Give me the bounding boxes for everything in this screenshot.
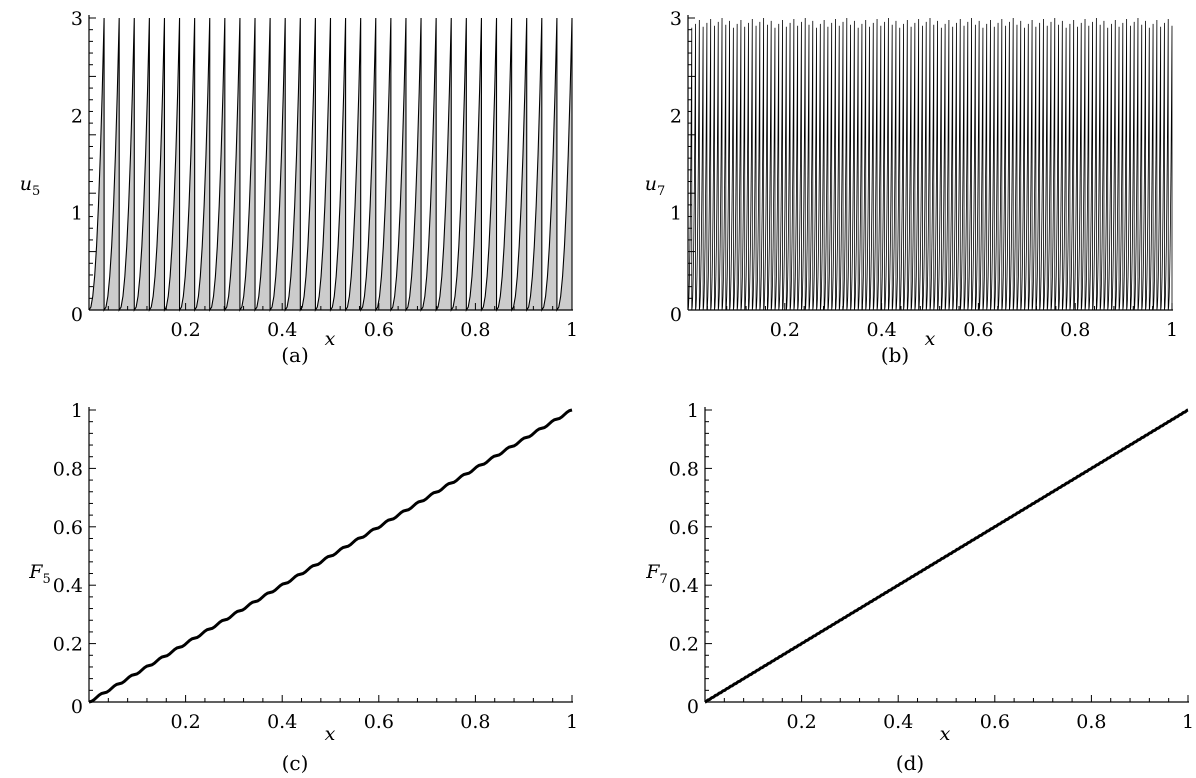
y-tick-label-b: 1 — [670, 203, 682, 225]
y-tick-label-a: 2 — [71, 105, 83, 127]
x-tick-label-d: 0.8 — [1076, 711, 1106, 733]
series-d-line — [704, 408, 1189, 704]
y-tick-label-c: 1 — [71, 400, 83, 422]
y-tick-label-d: 1 — [687, 400, 699, 422]
y-axis-label-a: u5 — [20, 173, 41, 199]
y-tick-label-c: 0.8 — [53, 458, 83, 480]
y-tick-label-a: 1 — [71, 203, 83, 225]
panel-c: 0.2 0.4 0.6 0.8 1 0 0.2 0.4 0.6 0.8 1 x F5 (c) — [28, 400, 578, 775]
x-tick-label-d: 0.4 — [883, 711, 913, 733]
panel-a: 0.2 0.4 0.6 0.8 1 0 1 2 3 x u5 (a) — [20, 8, 578, 367]
x-tick-label-a: 1 — [566, 319, 578, 341]
y-tick-label-a: 3 — [71, 8, 83, 30]
y-tick-label-d: 0.4 — [669, 575, 699, 597]
y-tick-label-d: 0.8 — [669, 458, 699, 480]
panel-d: 0.2 0.4 0.6 0.8 1 0 0.2 0.4 0.6 0.8 1 x F7 (d) — [645, 400, 1194, 775]
x-tick-label-b: 0.2 — [770, 319, 800, 341]
y-tick-label-b: 3 — [670, 8, 682, 30]
x-tick-label-b: 1 — [1166, 319, 1178, 341]
caption-b: (b) — [881, 343, 909, 367]
x-axis-label-b: x — [925, 328, 936, 350]
series-c-line — [88, 408, 573, 704]
x-tick-label-c: 0.2 — [170, 711, 200, 733]
y-axis-label-c: F5 — [28, 561, 50, 587]
y-tick-label-a: 0 — [71, 304, 83, 326]
panel-b: 0.2 0.4 0.6 0.8 1 0 1 2 3 x u7 (b) — [645, 8, 1178, 367]
x-tick-label-a: 0.2 — [170, 319, 200, 341]
x-tick-label-d: 0.6 — [980, 711, 1010, 733]
x-tick-label-d: 1 — [1182, 711, 1194, 733]
x-tick-label-a: 0.4 — [267, 319, 297, 341]
x-axis-label-a: x — [325, 328, 336, 350]
x-tick-label-b: 0.4 — [866, 319, 896, 341]
y-tick-label-d: 0.6 — [669, 517, 699, 539]
x-tick-label-c: 0.4 — [267, 711, 297, 733]
x-axis-label-c: x — [325, 723, 336, 745]
y-tick-label-d: 0 — [687, 696, 699, 718]
y-tick-label-c: 0.6 — [53, 517, 83, 539]
y-tick-label-d: 0.2 — [669, 634, 699, 656]
x-tick-label-b: 0.8 — [1060, 319, 1090, 341]
caption-d: (d) — [896, 751, 924, 775]
y-tick-label-c: 0.4 — [53, 575, 83, 597]
y-tick-label-c: 0 — [71, 696, 83, 718]
x-tick-label-b: 0.6 — [963, 319, 993, 341]
x-axis-label-d: x — [940, 723, 951, 745]
x-tick-label-d: 0.2 — [786, 711, 816, 733]
x-tick-label-c: 0.6 — [364, 711, 394, 733]
x-tick-label-a: 0.6 — [364, 319, 394, 341]
y-tick-label-b: 0 — [670, 304, 682, 326]
y-axis-label-d: F7 — [645, 561, 667, 587]
y-tick-label-c: 0.2 — [53, 634, 83, 656]
caption-a: (a) — [281, 343, 309, 367]
y-axis-label-b: u7 — [645, 173, 666, 199]
x-tick-label-a: 0.8 — [460, 319, 490, 341]
caption-c: (c) — [282, 751, 309, 775]
x-tick-label-c: 0.8 — [460, 711, 490, 733]
x-tick-label-c: 1 — [566, 711, 578, 733]
y-tick-label-b: 2 — [670, 105, 682, 127]
series-b-line — [687, 17, 1173, 311]
